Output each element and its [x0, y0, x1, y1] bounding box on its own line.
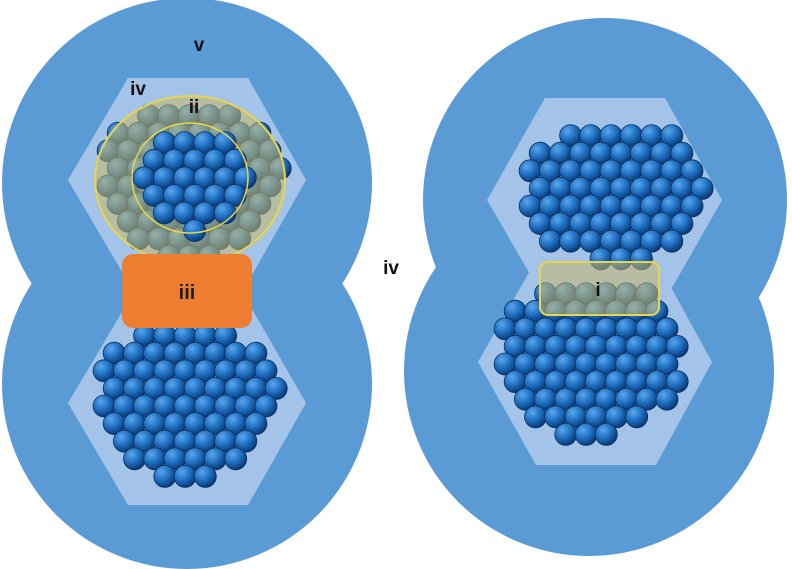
atom [670, 212, 694, 236]
left-bottom-particle [92, 324, 288, 488]
atom [690, 176, 714, 200]
atom [123, 447, 146, 471]
core-atom [213, 131, 237, 155]
atom [680, 194, 704, 218]
atom [554, 422, 578, 446]
atom [660, 124, 684, 148]
atom [660, 229, 684, 253]
atom [655, 317, 679, 341]
atom [655, 352, 679, 376]
atom [665, 334, 689, 358]
atom [234, 429, 258, 453]
core-atom [223, 148, 247, 172]
atom [254, 394, 278, 418]
atom [264, 376, 288, 400]
atom [670, 141, 694, 165]
core-atom [223, 183, 247, 207]
neck-block [122, 254, 252, 328]
atom [539, 229, 562, 253]
core-atom [233, 166, 257, 190]
atom [594, 422, 618, 446]
core-atom [183, 219, 207, 243]
label-iv-top-left: iv [130, 79, 146, 100]
right-top-particle [518, 124, 714, 271]
atom [254, 359, 278, 383]
label-i: i [595, 280, 600, 301]
atom [224, 447, 248, 471]
atom [665, 370, 689, 394]
left-dimer [2, 0, 372, 569]
interface-highlight [539, 261, 660, 316]
core-atom [152, 201, 176, 225]
core-particle [132, 131, 257, 243]
atom [193, 464, 217, 488]
label-iii: iii [179, 282, 196, 304]
right-dimer [404, 18, 787, 556]
core-atom [213, 201, 237, 225]
atom [244, 341, 268, 365]
core-ring-outline [131, 122, 249, 234]
label-v: v [194, 35, 205, 56]
label-iv-middle: iv [383, 258, 399, 279]
atom [244, 412, 268, 436]
atom [153, 464, 177, 488]
atom [625, 405, 649, 429]
atom [524, 405, 547, 429]
atom [559, 229, 582, 253]
label-ii: ii [189, 97, 200, 118]
atom [173, 464, 197, 488]
atom [655, 387, 679, 411]
atom [680, 159, 704, 183]
atom [574, 422, 598, 446]
